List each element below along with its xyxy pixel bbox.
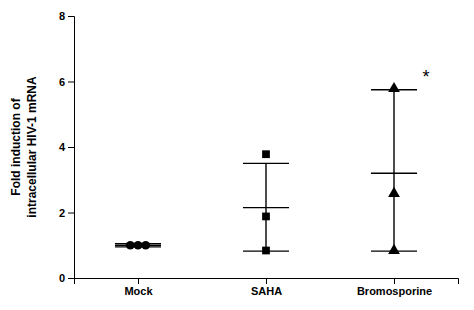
y-tick-label: 2 xyxy=(59,207,65,219)
point xyxy=(126,241,135,250)
point xyxy=(134,241,143,250)
x-tick: Mock xyxy=(124,278,153,297)
x-tick-label: Bromosporine xyxy=(357,285,432,297)
median-line xyxy=(371,172,417,173)
chart: 0 2 4 6 8 Mock SAHA Bromosporine * Fold induction… xyxy=(0,0,474,310)
x-tick-label: Mock xyxy=(124,285,153,297)
point xyxy=(262,247,270,255)
marks xyxy=(115,90,417,251)
y-tick: 6 xyxy=(59,76,74,88)
point xyxy=(262,150,270,158)
y-tick-mark xyxy=(68,213,74,214)
point xyxy=(388,187,400,197)
x-tick-mark xyxy=(138,278,139,284)
error-bar xyxy=(243,163,289,251)
y-tick: 8 xyxy=(59,10,74,22)
y-axis: 0 2 4 6 8 xyxy=(59,10,75,284)
annotation: * xyxy=(422,67,429,87)
y-axis-line xyxy=(68,17,75,279)
y-tick: 2 xyxy=(59,207,74,219)
point xyxy=(141,241,150,250)
x-tick-mark xyxy=(266,278,267,284)
x-tick-label: SAHA xyxy=(251,285,282,297)
error-cap-high xyxy=(243,163,289,164)
y-tick-mark xyxy=(68,147,74,148)
y-axis-title: Fold induction ofintracellular HIV-1 mRN… xyxy=(9,76,39,218)
y-tick-mark xyxy=(68,278,74,279)
y-tick: 0 xyxy=(59,272,74,284)
plot: 0 2 4 6 8 Mock SAHA Bromosporine * xyxy=(59,10,459,297)
x-tick: SAHA xyxy=(251,278,282,297)
x-tick: Bromosporine xyxy=(357,278,432,297)
y-tick-label: 8 xyxy=(59,10,65,22)
y-tick: 4 xyxy=(59,141,74,153)
point xyxy=(262,213,270,221)
point xyxy=(388,82,400,92)
y-tick-mark xyxy=(68,16,74,17)
point xyxy=(388,244,400,254)
median-line xyxy=(243,207,289,208)
error-bar xyxy=(371,90,417,251)
x-axis-line xyxy=(75,279,459,285)
y-tick-label: 4 xyxy=(59,141,66,153)
x-axis: Mock SAHA Bromosporine xyxy=(75,278,459,297)
y-tick-label: 6 xyxy=(59,76,65,88)
error-whisker xyxy=(393,90,394,251)
x-tick-mark xyxy=(394,278,395,284)
points xyxy=(126,82,400,254)
y-tick-mark xyxy=(68,82,74,83)
y-tick-label: 0 xyxy=(59,272,65,284)
